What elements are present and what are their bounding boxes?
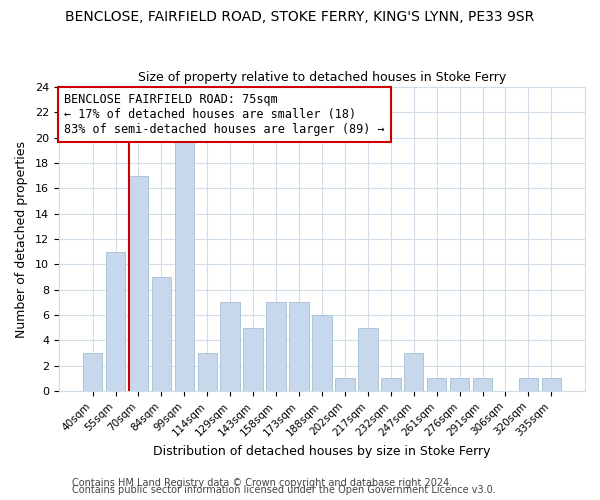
Bar — [83, 353, 103, 391]
Y-axis label: Number of detached properties: Number of detached properties — [15, 140, 28, 338]
Bar — [244, 328, 263, 391]
Bar — [381, 378, 401, 391]
Bar — [129, 176, 148, 391]
Bar — [335, 378, 355, 391]
X-axis label: Distribution of detached houses by size in Stoke Ferry: Distribution of detached houses by size … — [153, 444, 491, 458]
Bar — [312, 315, 332, 391]
Title: Size of property relative to detached houses in Stoke Ferry: Size of property relative to detached ho… — [138, 72, 506, 85]
Bar — [152, 277, 171, 391]
Bar — [289, 302, 309, 391]
Bar — [404, 353, 424, 391]
Bar — [427, 378, 446, 391]
Bar — [175, 138, 194, 391]
Bar — [106, 252, 125, 391]
Text: BENCLOSE FAIRFIELD ROAD: 75sqm
← 17% of detached houses are smaller (18)
83% of : BENCLOSE FAIRFIELD ROAD: 75sqm ← 17% of … — [64, 93, 385, 136]
Text: Contains HM Land Registry data © Crown copyright and database right 2024.: Contains HM Land Registry data © Crown c… — [72, 478, 452, 488]
Bar — [266, 302, 286, 391]
Bar — [450, 378, 469, 391]
Bar — [473, 378, 492, 391]
Text: Contains public sector information licensed under the Open Government Licence v3: Contains public sector information licen… — [72, 485, 496, 495]
Bar — [542, 378, 561, 391]
Bar — [358, 328, 377, 391]
Bar — [220, 302, 240, 391]
Bar — [197, 353, 217, 391]
Text: BENCLOSE, FAIRFIELD ROAD, STOKE FERRY, KING'S LYNN, PE33 9SR: BENCLOSE, FAIRFIELD ROAD, STOKE FERRY, K… — [65, 10, 535, 24]
Bar — [518, 378, 538, 391]
